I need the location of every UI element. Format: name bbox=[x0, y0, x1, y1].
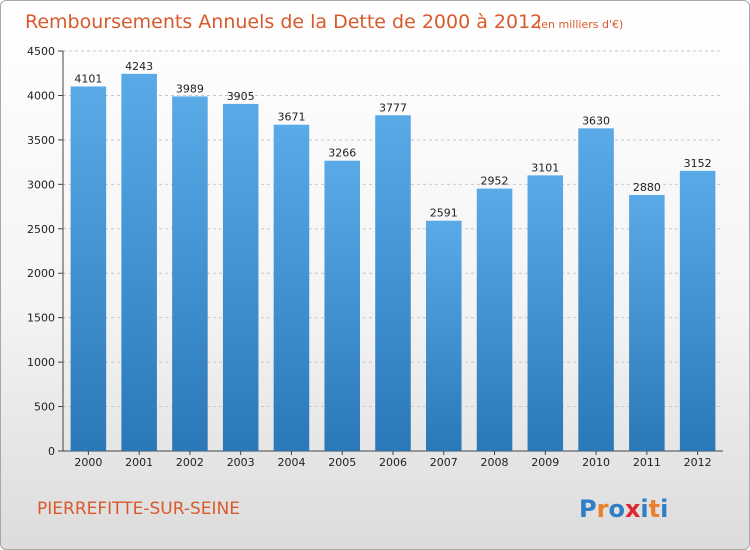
y-tick-label: 1500 bbox=[27, 312, 55, 325]
data-label-2007: 2591 bbox=[430, 207, 458, 220]
data-label-2004: 3671 bbox=[277, 111, 305, 124]
y-tick-label: 2500 bbox=[27, 223, 55, 236]
data-label-2011: 2880 bbox=[633, 181, 661, 194]
logo-letter: o bbox=[608, 495, 625, 523]
logo-letter: x bbox=[625, 495, 641, 523]
bar-2008 bbox=[476, 188, 513, 451]
y-tick-label: 3500 bbox=[27, 134, 55, 147]
x-tick-label: 2005 bbox=[328, 456, 356, 469]
bar-2002 bbox=[172, 96, 208, 451]
x-tick-label: 2009 bbox=[531, 456, 559, 469]
chart-subtitle: (en milliers d'€) bbox=[537, 18, 623, 31]
bars bbox=[70, 73, 716, 452]
y-tick-label: 4500 bbox=[27, 45, 55, 58]
bar-2007 bbox=[426, 220, 462, 451]
bar-2009 bbox=[527, 175, 564, 451]
bar-2011 bbox=[629, 195, 665, 451]
city-name: PIERREFITTE-SUR-SEINE bbox=[37, 499, 240, 519]
data-label-2008: 2952 bbox=[481, 175, 509, 188]
logo-letter: r bbox=[597, 495, 609, 523]
logo-letter: i bbox=[640, 495, 648, 523]
axes: 0 500 1000 1500 2000 2500 3000 3500 4000 4500 2000… bbox=[27, 45, 723, 469]
y-tick-label: 4000 bbox=[27, 89, 55, 102]
y-tick-label: 2000 bbox=[27, 267, 55, 280]
x-tick-label: 2012 bbox=[684, 456, 712, 469]
x-tick-label: 2002 bbox=[176, 456, 204, 469]
bar-2004 bbox=[273, 124, 310, 451]
logo-letter: t bbox=[649, 495, 660, 523]
data-label-2009: 3101 bbox=[531, 161, 559, 174]
bar-2005 bbox=[324, 160, 360, 451]
data-label-2010: 3630 bbox=[582, 114, 610, 127]
bar-2000 bbox=[70, 86, 107, 451]
y-tick-label: 3000 bbox=[27, 178, 55, 191]
bar-2006 bbox=[375, 115, 411, 452]
x-tick-label: 2003 bbox=[227, 456, 255, 469]
y-tick-label: 0 bbox=[48, 445, 55, 458]
data-label-2001: 4243 bbox=[125, 60, 153, 73]
x-tick-label: 2008 bbox=[481, 456, 509, 469]
data-label-2002: 3989 bbox=[176, 82, 204, 95]
x-tick-label: 2010 bbox=[582, 456, 610, 469]
x-tick-label: 2011 bbox=[633, 456, 661, 469]
bar-2010 bbox=[578, 128, 614, 451]
data-label-2012: 3152 bbox=[684, 157, 712, 170]
logo-letter: P bbox=[579, 495, 597, 523]
logo-letter: i bbox=[660, 495, 668, 523]
bar-2012 bbox=[679, 170, 716, 452]
y-tick-label: 1000 bbox=[27, 356, 55, 369]
data-label-2000: 4101 bbox=[74, 72, 102, 85]
x-tick-label: 2007 bbox=[430, 456, 458, 469]
x-tick-label: 2004 bbox=[277, 456, 305, 469]
data-label-2003: 3905 bbox=[227, 90, 255, 103]
x-tick-label: 2006 bbox=[379, 456, 407, 469]
bar-2003 bbox=[222, 103, 259, 451]
chart-title: Remboursements Annuels de la Dette de 20… bbox=[25, 11, 542, 33]
x-tick-label: 2001 bbox=[125, 456, 153, 469]
y-tick-label: 500 bbox=[34, 401, 55, 414]
bar-2001 bbox=[121, 73, 157, 451]
data-label-2006: 3777 bbox=[379, 101, 407, 114]
x-tick-label: 2000 bbox=[74, 456, 102, 469]
data-labels: 4101 4243 3989 3905 3671 3266 3777 2591 2952 3101… bbox=[74, 60, 711, 220]
proxiti-logo: Proxiti bbox=[579, 495, 668, 523]
data-label-2005: 3266 bbox=[328, 147, 356, 160]
